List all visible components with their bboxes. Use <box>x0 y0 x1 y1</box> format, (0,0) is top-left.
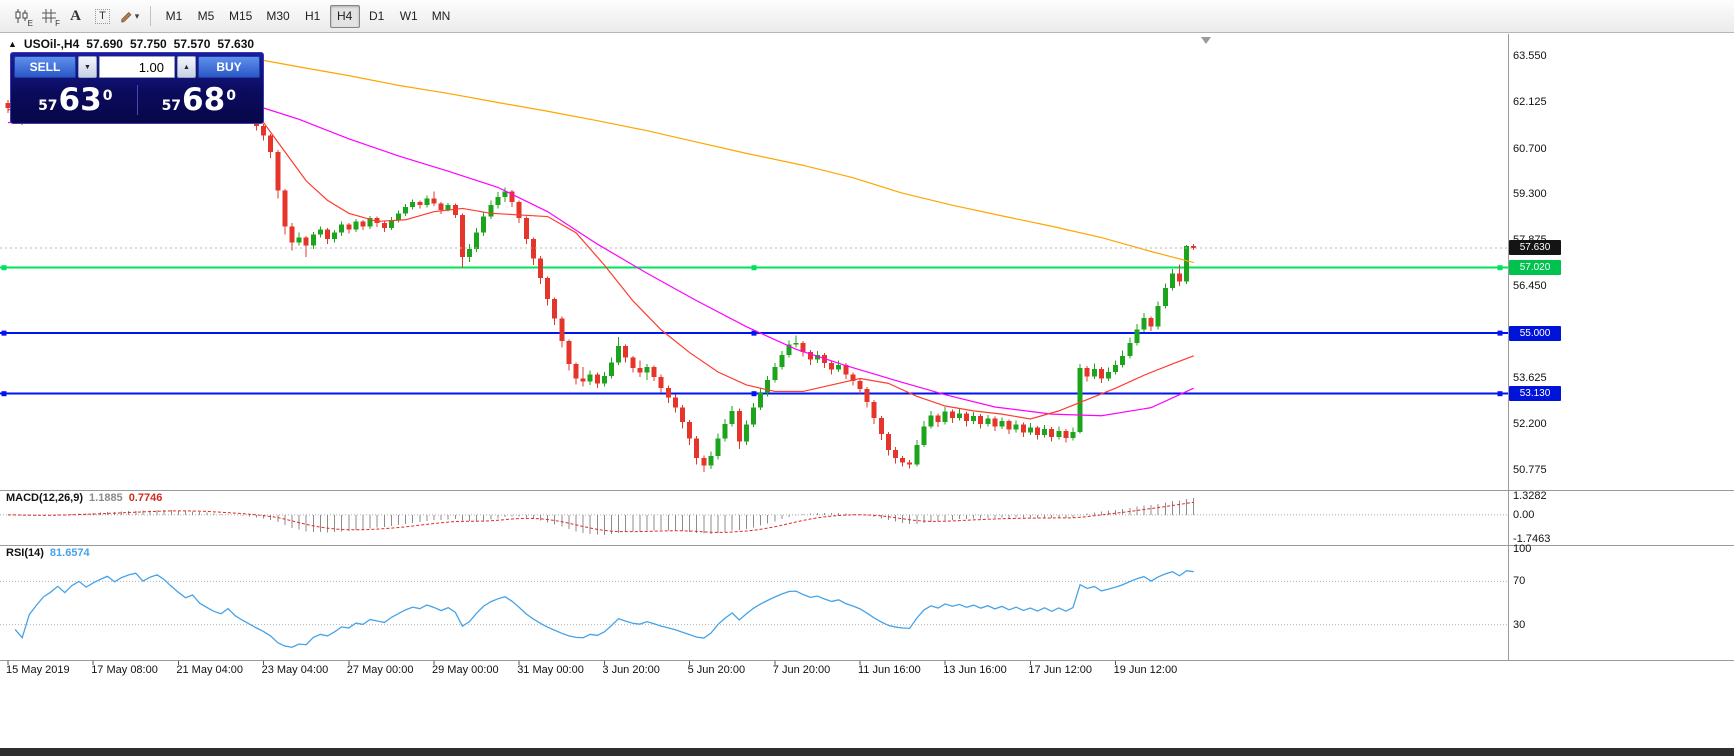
letter-a-icon: A <box>70 7 81 24</box>
sell-price-prefix: 57 <box>38 97 58 114</box>
ohlc-low: 57.570 <box>173 37 211 51</box>
volume-input[interactable] <box>99 56 175 78</box>
text-tool-button[interactable]: A <box>62 4 89 29</box>
macd-value-main: 1.1885 <box>89 492 123 504</box>
chevron-down-icon: ▾ <box>134 10 140 21</box>
styles-tool-button[interactable]: ▾ <box>116 4 143 29</box>
taskbar-strip <box>0 748 1734 756</box>
timeframe-button-m30[interactable]: M30 <box>260 5 295 28</box>
symbol-timeframe: USOil-,H4 <box>23 37 80 51</box>
one-click-trading-panel: SELL ▼ ▲ BUY 57 63 0 57 68 0 <box>10 52 264 124</box>
buy-price-pip: 0 <box>226 87 236 104</box>
buy-price-prefix: 57 <box>161 97 182 114</box>
brush-icon <box>121 12 132 23</box>
rsi-name: RSI(14) <box>6 547 44 559</box>
timeframe-group: M1 M5 M15 M30 H1 H4 D1 W1 MN <box>158 4 457 28</box>
chart-title: ▲ USOil-,H4 57.690 57.750 57.570 57.630 <box>8 37 254 51</box>
ohlc-close: 57.630 <box>217 37 255 51</box>
chart-shift-marker <box>1201 37 1211 44</box>
ma-slow-orange <box>220 55 1194 264</box>
timeframe-button-h1[interactable]: H1 <box>298 5 328 28</box>
sell-button[interactable]: SELL <box>14 56 76 78</box>
rsi-value: 81.6574 <box>49 547 90 559</box>
sell-price-pip: 0 <box>102 87 113 104</box>
tool-letter-e: E <box>27 18 33 28</box>
ma-mid-magenta <box>7 100 1194 417</box>
buy-price[interactable]: 57 68 0 <box>138 81 261 118</box>
rsi-label: RSI(14) 81.6574 <box>6 547 90 559</box>
candlestick-chart-icon <box>15 9 27 23</box>
timeframe-button-m1[interactable]: M1 <box>159 5 189 28</box>
timeframe-button-d1[interactable]: D1 <box>362 5 392 28</box>
macd-name: MACD(12,26,9) <box>6 492 84 504</box>
macd-label: MACD(12,26,9) 1.1885 0.7746 <box>6 492 162 504</box>
time-ticks <box>7 661 1117 665</box>
timeframe-button-m5[interactable]: M5 <box>191 5 221 28</box>
ma-fast-red <box>7 79 1194 420</box>
volume-decrease-button[interactable]: ▼ <box>78 56 97 78</box>
rsi-pane <box>0 570 1508 648</box>
buy-button[interactable]: BUY <box>198 56 260 78</box>
pane-separators <box>0 34 1734 661</box>
timeframe-button-m15[interactable]: M15 <box>223 5 258 28</box>
grid-tool-button[interactable]: F <box>35 4 62 29</box>
horizontal-lines <box>0 265 1508 397</box>
macd-pane <box>0 497 1508 535</box>
ohlc-high: 57.750 <box>129 37 167 51</box>
letter-t-icon: T <box>95 8 110 24</box>
toolbar: E F A T ▾ M1 M5 M15 M30 H1 H4 D1 W1 MN <box>0 0 1734 33</box>
sell-price[interactable]: 57 63 0 <box>14 81 137 118</box>
price-divider <box>136 85 138 115</box>
ohlc-open: 57.690 <box>86 37 123 51</box>
tool-letter-f: F <box>55 18 60 28</box>
chart-tool-button[interactable]: E <box>8 4 35 29</box>
sell-price-main: 63 <box>58 81 102 118</box>
timeframe-button-w1[interactable]: W1 <box>394 5 424 28</box>
label-tool-button[interactable]: T <box>89 4 116 29</box>
buy-price-main: 68 <box>182 81 226 118</box>
volume-increase-button[interactable]: ▲ <box>177 56 196 78</box>
oct-toggle-icon[interactable]: ▲ <box>8 39 17 49</box>
macd-value-signal: 0.7746 <box>128 492 163 504</box>
grid-icon <box>41 9 56 23</box>
timeframe-button-h4[interactable]: H4 <box>329 4 360 28</box>
timeframe-button-mn[interactable]: MN <box>426 5 457 28</box>
toolbar-separator <box>150 6 151 26</box>
